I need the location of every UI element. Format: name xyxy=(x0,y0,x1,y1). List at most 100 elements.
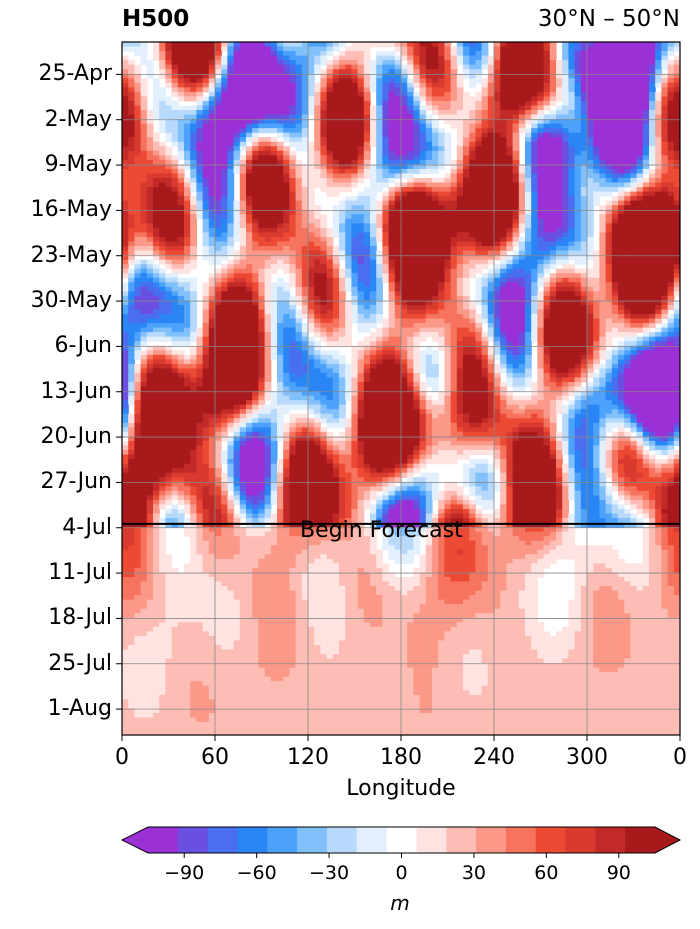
contour-cell xyxy=(270,87,278,93)
contour-cell xyxy=(159,295,166,302)
contour-cell xyxy=(469,250,476,256)
contour-cell xyxy=(444,187,452,193)
contour-cell xyxy=(568,51,576,57)
contour-cell xyxy=(320,91,328,97)
contour-cell xyxy=(618,87,625,93)
contour-cell xyxy=(419,286,427,292)
contour-cell xyxy=(500,168,507,175)
contour-cell xyxy=(413,250,421,256)
contour-cell xyxy=(556,173,563,179)
contour-cell xyxy=(295,96,303,102)
contour-cell xyxy=(673,196,680,202)
contour-cell xyxy=(246,105,253,111)
contour-cell xyxy=(202,82,210,88)
contour-cell xyxy=(475,227,483,234)
contour-cell xyxy=(165,119,173,125)
contour-cell xyxy=(537,64,545,70)
contour-cell xyxy=(525,282,532,288)
contour-cell xyxy=(301,236,309,243)
contour-cell xyxy=(667,42,675,48)
contour-cell xyxy=(531,286,538,292)
contour-cell xyxy=(518,123,526,129)
contour-cell xyxy=(500,73,507,79)
contour-cell xyxy=(264,291,272,297)
contour-cell xyxy=(165,178,173,184)
contour-cell xyxy=(574,100,582,107)
contour-cell xyxy=(618,168,625,175)
contour-cell xyxy=(227,250,235,256)
contour-cell xyxy=(667,205,675,211)
contour-cell xyxy=(649,168,656,175)
contour-cell xyxy=(202,87,210,93)
contour-cell xyxy=(376,164,383,170)
contour-cell xyxy=(382,255,390,261)
contour-cell xyxy=(339,100,346,107)
contour-cell xyxy=(270,223,278,229)
contour-cell xyxy=(339,209,346,215)
contour-cell xyxy=(184,196,191,202)
contour-cell xyxy=(320,232,328,238)
contour-cell xyxy=(140,114,148,120)
contour-cell xyxy=(605,191,613,197)
contour-cell xyxy=(252,87,259,93)
contour-cell xyxy=(165,164,173,170)
contour-cell xyxy=(605,182,613,188)
contour-cell xyxy=(661,159,669,165)
contour-cell xyxy=(444,155,452,161)
contour-cell xyxy=(202,46,210,52)
contour-cell xyxy=(165,110,173,116)
contour-cell xyxy=(580,55,588,61)
contour-cell xyxy=(419,141,427,147)
contour-cell xyxy=(593,96,600,102)
contour-cell xyxy=(642,60,650,66)
contour-cell xyxy=(475,110,483,116)
contour-cell xyxy=(599,291,607,297)
contour-cell xyxy=(556,123,563,129)
contour-cell xyxy=(562,69,569,75)
contour-cell xyxy=(289,178,297,184)
contour-cell xyxy=(382,64,390,70)
contour-cell xyxy=(289,110,297,116)
contour-cell xyxy=(252,250,259,256)
contour-cell xyxy=(642,87,650,93)
contour-cell xyxy=(308,100,315,107)
contour-cell xyxy=(506,73,514,79)
contour-cell xyxy=(556,82,563,88)
contour-cell xyxy=(177,286,185,292)
contour-cell xyxy=(401,114,408,120)
contour-cell xyxy=(246,96,253,102)
contour-cell xyxy=(140,300,148,306)
contour-cell xyxy=(314,250,321,256)
contour-cell xyxy=(264,214,272,220)
contour-cell xyxy=(295,64,303,70)
contour-cell xyxy=(233,42,241,48)
contour-cell xyxy=(252,282,259,288)
contour-cell xyxy=(432,64,439,70)
contour-cell xyxy=(221,100,228,107)
contour-cell xyxy=(425,78,433,84)
contour-cell xyxy=(357,87,365,93)
contour-cell xyxy=(351,268,359,274)
contour-cell xyxy=(438,223,445,229)
contour-cell xyxy=(531,51,538,57)
contour-cell xyxy=(332,123,340,129)
contour-cell xyxy=(345,259,352,265)
contour-cell xyxy=(531,55,538,61)
contour-cell xyxy=(667,96,675,102)
contour-cell xyxy=(140,55,148,61)
contour-cell xyxy=(177,291,185,297)
contour-cell xyxy=(419,46,427,52)
contour-cell xyxy=(301,137,309,143)
contour-cell xyxy=(425,123,433,129)
contour-cell xyxy=(184,91,191,97)
contour-cell xyxy=(481,223,489,229)
contour-cell xyxy=(506,268,514,274)
contour-cell xyxy=(456,295,464,302)
contour-cell xyxy=(270,218,278,224)
contour-cell xyxy=(587,87,594,93)
contour-cell xyxy=(153,236,160,243)
contour-cell xyxy=(376,137,383,143)
contour-cell xyxy=(630,187,638,193)
contour-cell xyxy=(184,291,191,297)
contour-cell xyxy=(456,87,464,93)
